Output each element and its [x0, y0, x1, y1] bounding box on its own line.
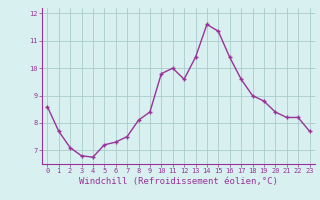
X-axis label: Windchill (Refroidissement éolien,°C): Windchill (Refroidissement éolien,°C): [79, 177, 278, 186]
